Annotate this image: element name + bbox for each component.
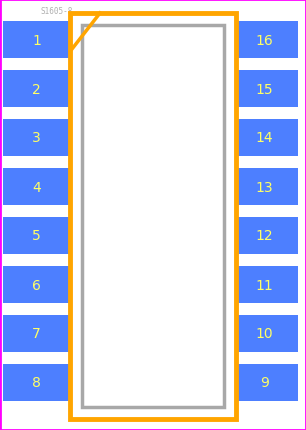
Text: 9: 9: [260, 376, 269, 390]
Text: 1: 1: [32, 34, 41, 47]
Bar: [70, 14, 236, 419]
Bar: [231, 364, 298, 401]
Bar: [231, 71, 298, 108]
Text: 10: 10: [256, 327, 273, 341]
Bar: [82, 26, 224, 407]
Text: S1605-8: S1605-8: [40, 7, 73, 16]
Bar: [3, 266, 70, 303]
Text: 5: 5: [32, 229, 41, 243]
Text: 4: 4: [32, 180, 41, 194]
Text: 2: 2: [32, 82, 41, 96]
Bar: [231, 120, 298, 157]
Bar: [3, 364, 70, 401]
Bar: [231, 315, 298, 352]
Bar: [3, 315, 70, 352]
Bar: [231, 218, 298, 255]
Text: 12: 12: [256, 229, 273, 243]
Bar: [3, 169, 70, 206]
Bar: [3, 120, 70, 157]
Text: 14: 14: [256, 131, 273, 145]
Bar: [3, 218, 70, 255]
Text: 16: 16: [256, 34, 273, 47]
Bar: [231, 169, 298, 206]
Text: 13: 13: [256, 180, 273, 194]
Bar: [3, 22, 70, 59]
Text: 3: 3: [32, 131, 41, 145]
Bar: [231, 22, 298, 59]
Bar: [3, 71, 70, 108]
Bar: [231, 266, 298, 303]
Text: 7: 7: [32, 327, 41, 341]
Text: 6: 6: [32, 278, 41, 292]
Text: 8: 8: [32, 376, 41, 390]
Text: 15: 15: [256, 82, 273, 96]
Text: 11: 11: [256, 278, 273, 292]
